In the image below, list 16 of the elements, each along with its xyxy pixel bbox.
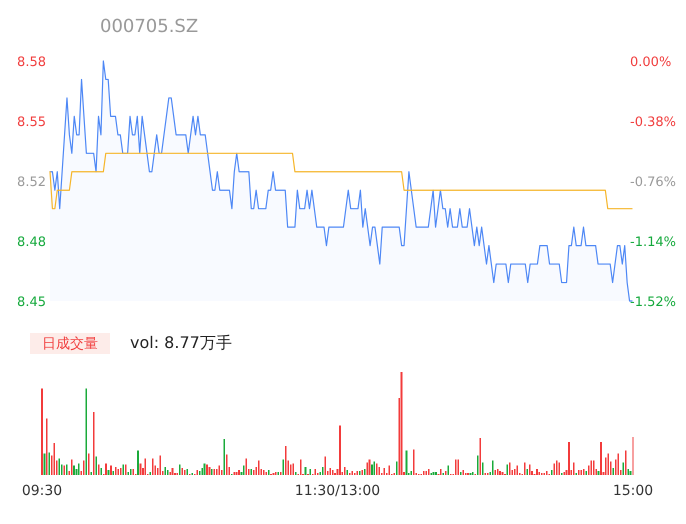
x-tick-label: 09:30 bbox=[22, 483, 62, 499]
chart-title: 000705.SZ bbox=[100, 16, 198, 37]
y-tick-label: 8.55 bbox=[17, 115, 46, 130]
x-tick-label: 15:00 bbox=[612, 483, 654, 499]
y2-tick-label: -1.52% bbox=[630, 295, 676, 310]
y-tick-label: 8.52 bbox=[17, 175, 46, 190]
x-tick-label: 11:30/13:00 bbox=[294, 483, 380, 499]
y2-tick-label: 0.00% bbox=[630, 55, 672, 70]
y2-tick-label: -1.14% bbox=[630, 235, 676, 250]
chart-title: 日成交量 bbox=[42, 336, 98, 352]
y-tick-label: 8.48 bbox=[17, 235, 46, 250]
y-tick-label: 8.58 bbox=[17, 55, 46, 70]
y2-tick-label: -0.76% bbox=[630, 175, 676, 190]
chart-subtitle: vol: 8.77万手 bbox=[130, 333, 232, 352]
y-tick-label: 8.45 bbox=[17, 295, 46, 310]
y2-tick-label: -0.38% bbox=[630, 115, 676, 130]
